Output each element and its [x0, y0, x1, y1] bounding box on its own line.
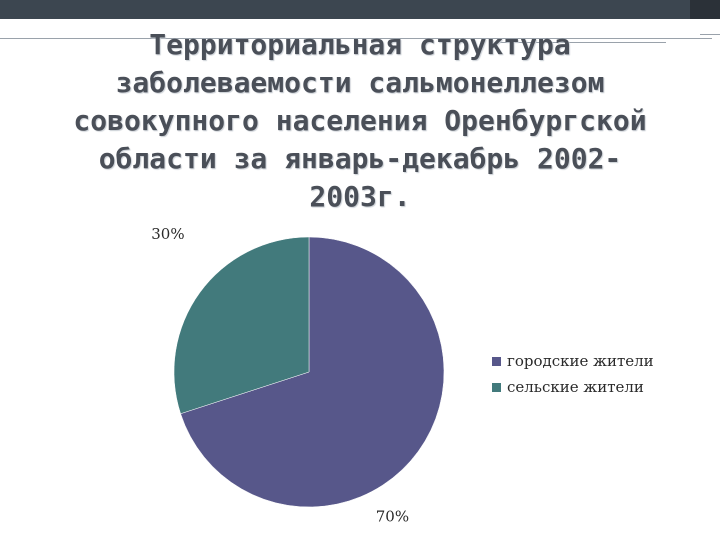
pie-slice	[173, 236, 310, 415]
chart-title-line: Территориальная структура	[149, 28, 571, 61]
chart-title-line: совокупного населения Оренбургской	[73, 104, 647, 137]
header-rule-short	[500, 42, 666, 43]
legend-swatch-urban	[492, 356, 501, 366]
top-bar-accent	[690, 0, 720, 19]
slice-data-label: 70%	[376, 508, 409, 526]
legend-item-rural: сельские жители	[492, 374, 654, 400]
slice-data-label: 30%	[151, 225, 184, 243]
header-rule-tick	[700, 34, 720, 45]
chart-title-line: области за январь-декабрь 2002-	[98, 142, 622, 175]
legend-label-rural: сельские жители	[507, 378, 644, 396]
chart-title-line: 2003г.	[309, 180, 411, 213]
legend: городские жители сельские жители	[492, 348, 654, 400]
top-bar	[0, 0, 690, 19]
chart-title: Территориальная структура заболеваемости…	[30, 26, 690, 216]
header-rule	[0, 38, 712, 39]
legend-label-urban: городские жители	[507, 352, 654, 370]
legend-swatch-rural	[492, 382, 501, 392]
pie-slice	[180, 236, 445, 508]
chart-title-line: заболеваемости сальмонеллезом	[115, 66, 605, 99]
legend-item-urban: городские жители	[492, 348, 654, 374]
